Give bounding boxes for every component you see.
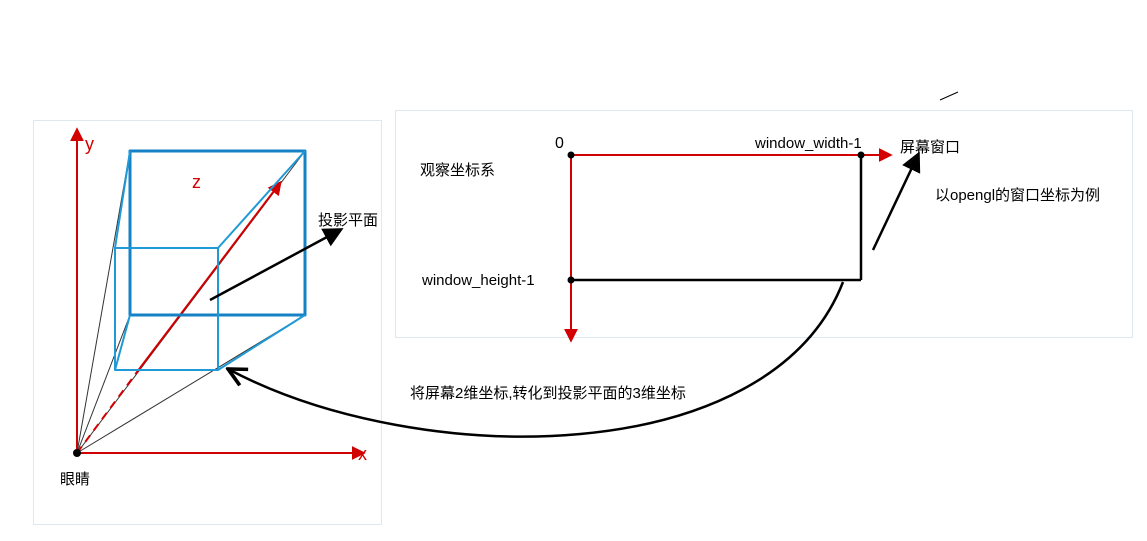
frustum-planes	[115, 151, 305, 370]
topright-dot-icon	[858, 152, 865, 159]
proj-plane-arrow-icon	[210, 230, 340, 300]
view-cs-label: 观察坐标系	[420, 161, 495, 179]
transform-note-label: 将屏幕2维坐标,转化到投影平面的3维坐标	[410, 385, 686, 402]
eye-label: 眼睛	[60, 471, 90, 488]
stage: y z x 投影平面 眼睛 观察坐标系 0 window_width-1 win…	[0, 0, 1147, 541]
diagram-svg: y z x 投影平面 眼睛 观察坐标系 0 window_width-1 win…	[0, 0, 1147, 541]
z-axis-label: z	[192, 172, 201, 192]
y-axis-label: y	[85, 134, 94, 154]
x-axis-label: x	[358, 444, 367, 464]
opengl-note-label: 以opengl的窗口坐标为例	[935, 186, 1100, 204]
win-width-label: window_width-1	[754, 135, 862, 152]
screen-rect	[571, 155, 861, 280]
win-height-label: window_height-1	[421, 272, 535, 289]
eye-point-icon	[73, 449, 81, 457]
axes-2d	[571, 155, 890, 340]
transform-curve-icon	[230, 282, 843, 437]
bottomleft-dot-icon	[568, 277, 575, 284]
screen-window-label: 屏幕窗口	[900, 138, 960, 156]
stray-marks-icon	[940, 92, 958, 100]
axes-3d	[77, 130, 363, 453]
origin-zero-label: 0	[555, 135, 564, 152]
proj-plane-label: 投影平面	[318, 212, 378, 229]
origin-2d-dot-icon	[568, 152, 575, 159]
screen-window-arrow-icon	[873, 155, 918, 250]
